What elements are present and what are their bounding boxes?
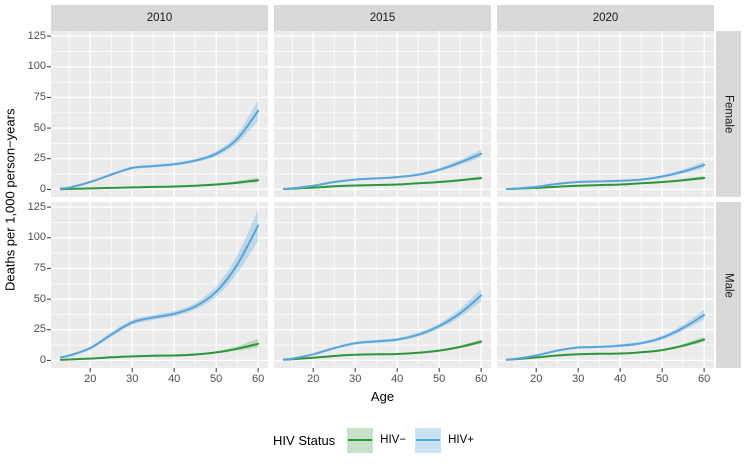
x-tick-label: 40 [168,373,181,385]
x-tick-label: 50 [433,373,446,385]
facet-strip-label: 2010 [146,12,173,24]
facet-strip-female: Female [716,31,741,197]
x-axis-title: Age [370,389,395,404]
facet-strip-label: 2020 [592,12,619,24]
y-tick-label: 125 [27,29,46,42]
x-tick-label: 20 [84,373,97,385]
facet-strip-2015: 2015 [274,5,491,31]
panel-2020-female [497,31,714,197]
x-tick-label: 30 [349,373,362,385]
x-tick-label: 60 [252,373,265,385]
legend-label-hiv-positive: HIV+ [448,434,474,446]
hiv-positive-key-swatch [415,427,442,453]
y-tick-label: 100 [27,60,46,73]
y-tick-label: 25 [33,152,46,165]
legend: HIV Status HIV− HIV+ [0,424,747,456]
x-tick-label: 60 [698,373,711,385]
x-tick-label: 60 [475,373,488,385]
panel-2010-female [47,31,268,197]
facet-strip-label: 2015 [369,12,396,24]
x-tick-label: 30 [126,373,139,385]
y-tick-label: 50 [33,121,46,134]
x-tick-label: 50 [210,373,223,385]
facet-strip-label: Male [722,272,735,298]
y-tick-label: 50 [33,292,46,305]
facet-strip-2020: 2020 [497,5,714,31]
y-tick-label: 100 [27,231,46,244]
y-axis-title: Deaths per 1,000 person−years [2,108,18,291]
panel-2020-male [497,202,714,372]
y-tick-label: 75 [33,90,46,103]
x-tick-label: 50 [656,373,669,385]
x-tick-label: 40 [614,373,627,385]
x-tick-label: 20 [307,373,320,385]
panel-2015-male [274,202,491,372]
y-tick-label: 0 [39,353,46,366]
legend-key-line [348,438,373,442]
legend-label-hiv-negative: HIV− [380,434,407,446]
x-tick-label: 40 [391,373,404,385]
y-tick-label: 125 [27,200,46,213]
legend-item-hiv-negative: HIV− [347,427,407,453]
facet-strip-label: Female [722,94,735,134]
panel-2015-female [274,31,491,197]
x-tick-label: 30 [572,373,585,385]
legend-key-line [416,438,441,442]
facet-strip-2010: 2010 [51,5,268,31]
y-tick-label: 75 [33,261,46,274]
y-tick-label: 25 [33,323,46,336]
x-tick-label: 20 [530,373,543,385]
legend-title: HIV Status [273,432,336,448]
facet-strip-male: Male [716,202,741,368]
y-tick-label: 0 [39,182,46,195]
hiv-negative-key-swatch [347,427,374,453]
panel-2010-male [47,202,268,372]
legend-item-hiv-positive: HIV+ [415,427,474,453]
